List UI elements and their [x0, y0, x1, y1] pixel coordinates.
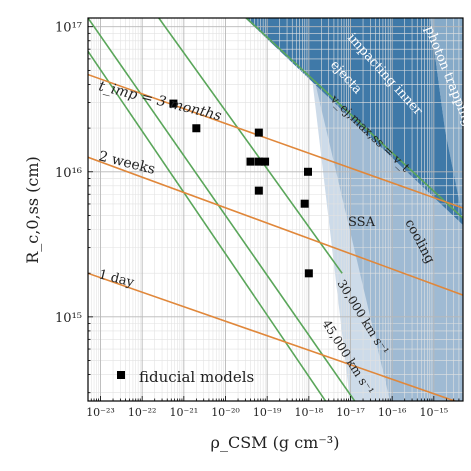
data-points	[169, 99, 313, 278]
data-point	[261, 157, 270, 166]
legend-marker	[117, 371, 125, 379]
data-point	[169, 99, 178, 108]
data-point	[254, 157, 263, 166]
data-point	[254, 186, 263, 195]
data-point	[254, 128, 263, 137]
data-point	[304, 167, 312, 176]
data-point	[300, 199, 309, 208]
data-point	[304, 269, 313, 278]
x-axis-label: ρ_CSM (g cm⁻³)	[211, 433, 340, 452]
axis-ticks: 10⁻²³ 10⁻²² 10⁻²¹ 10⁻²⁰ 10⁻¹⁹ 10⁻¹⁸ 10⁻¹⁷ 10⁻¹⁶…	[55, 21, 464, 419]
orange-timescale-line	[88, 272, 458, 401]
x-tick-label: 10⁻²²	[128, 406, 157, 419]
minor-grid	[88, 18, 463, 401]
green-velocity-line	[158, 18, 343, 274]
cooling-region	[300, 18, 463, 401]
x-tick-label: 10⁻¹⁸	[295, 406, 324, 419]
annotation-ssa: SSA	[348, 215, 376, 230]
regions	[245, 18, 463, 401]
green-velocity-line	[88, 18, 356, 401]
x-tick-label: 10⁻²³	[86, 406, 115, 419]
y-tick-label: 10¹⁶	[55, 166, 82, 181]
data-point	[192, 124, 201, 133]
major-grid	[88, 18, 463, 401]
green-velocity-line	[245, 18, 463, 219]
y-tick-label: 10¹⁵	[55, 311, 82, 326]
y-axis-label: R_c,0,ss (cm)	[23, 156, 42, 263]
data-point	[246, 157, 255, 166]
model-lines	[88, 18, 463, 401]
y-tick-label: 10¹⁷	[55, 21, 82, 36]
x-tick-label: 10⁻²⁰	[211, 406, 240, 419]
plot-frame	[87, 17, 464, 402]
orange-timescale-line	[88, 73, 463, 209]
x-tick-label: 10⁻²¹	[170, 406, 199, 419]
x-tick-label: 10⁻¹⁷	[336, 406, 365, 419]
x-tick-label: 10⁻¹⁹	[253, 406, 282, 419]
orange-timescale-line	[88, 156, 463, 296]
legend-label: fiducial models	[139, 368, 254, 386]
x-tick-label: 10⁻¹⁵	[420, 406, 449, 419]
x-tick-label: 10⁻¹⁶	[378, 406, 407, 419]
